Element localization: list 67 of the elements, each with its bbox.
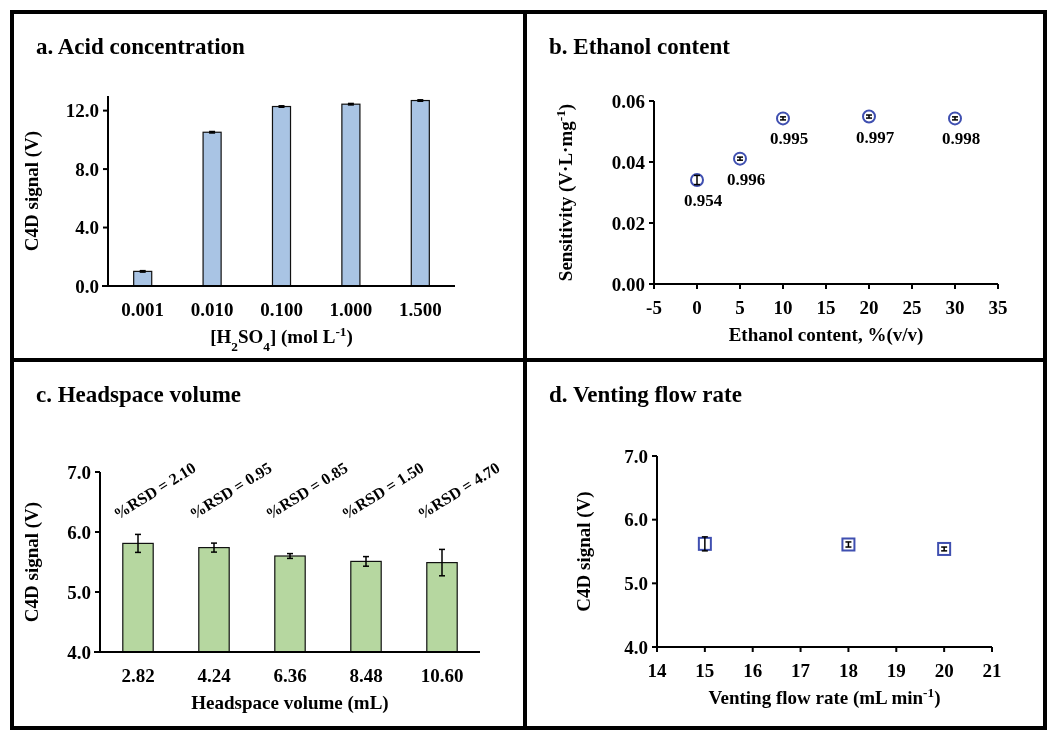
x-tick-label: 16 xyxy=(743,660,763,681)
annotation: 0.997 xyxy=(855,127,895,147)
x-tick-label: 6.36 xyxy=(273,665,307,686)
y-tick-label: 4.0 xyxy=(624,636,648,658)
x-axis-title: Headspace volume (mL) xyxy=(191,692,389,714)
x-tick-label: 1.500 xyxy=(398,299,442,320)
point xyxy=(776,111,790,126)
x-tick-label: 15 xyxy=(816,297,836,318)
x-axis-title: Ethanol content, %(v/v) xyxy=(728,324,924,346)
point xyxy=(733,151,747,166)
x-tick-label: 20 xyxy=(934,660,954,681)
bar xyxy=(341,103,361,287)
y-tick-label: 0.06 xyxy=(611,90,645,112)
bar xyxy=(410,99,430,287)
y-tick-label: 4.0 xyxy=(75,217,99,239)
x-tick-label: -5 xyxy=(646,297,662,318)
x-tick-label: 5 xyxy=(735,297,745,318)
y-axis-title: C4D signal (V) xyxy=(21,130,43,252)
x-tick-label: 35 xyxy=(988,297,1008,318)
x-tick-label: 25 xyxy=(902,297,922,318)
y-tick-label: 7.0 xyxy=(624,445,648,467)
y-axis-title: C4D signal (V) xyxy=(21,501,43,623)
x-axis-title: Venting flow rate (mL min$^{-1}$) xyxy=(708,684,941,709)
annotation: 0.998 xyxy=(941,129,981,149)
chart-title: b. Ethanol content xyxy=(549,34,731,59)
x-tick-label: 17 xyxy=(791,660,811,681)
x-tick-label: 0.100 xyxy=(260,299,303,320)
y-tick-label: 8.0 xyxy=(75,158,99,180)
x-tick-label: 8.48 xyxy=(349,665,383,686)
annotation: 0.996 xyxy=(726,169,766,189)
x-tick-label: 1.000 xyxy=(329,299,373,320)
x-tick-label: 19 xyxy=(886,660,906,681)
y-tick-label: 12.0 xyxy=(65,100,99,122)
bar xyxy=(271,105,292,287)
x-tick-label: 30 xyxy=(945,297,965,318)
x-tick-label: 0.010 xyxy=(190,299,234,320)
bar xyxy=(202,131,222,287)
x-tick-label: 21 xyxy=(982,660,1002,681)
point xyxy=(948,111,962,126)
x-tick-label: 15 xyxy=(695,660,715,681)
x-tick-label: 4.24 xyxy=(197,665,232,686)
y-tick-label: 0.00 xyxy=(611,273,645,295)
x-tick-label: 18 xyxy=(838,660,858,681)
y-tick-label: 0.04 xyxy=(611,151,646,173)
y-tick-label: 5.0 xyxy=(67,581,91,603)
y-tick-label: 6.0 xyxy=(624,509,648,531)
x-tick-label: 20 xyxy=(859,297,879,318)
x-tick-label: 14 xyxy=(647,660,667,681)
x-tick-label: 10.60 xyxy=(420,665,464,686)
y-tick-label: 7.0 xyxy=(67,461,91,483)
x-tick-label: 0.001 xyxy=(121,299,165,320)
annotation: 0.995 xyxy=(769,129,809,149)
y-tick-label: 0.0 xyxy=(75,275,99,297)
y-tick-label: 6.0 xyxy=(67,521,91,543)
chart-title: a. Acid concentration xyxy=(36,34,246,59)
x-tick-label: 2.82 xyxy=(121,665,155,686)
y-tick-label: 0.02 xyxy=(611,212,645,234)
point xyxy=(862,109,876,124)
x-tick-label: 10 xyxy=(773,297,793,318)
x-axis-title: [H$_{2}$SO$_{4}$] (mol L$^{-1}$) xyxy=(210,323,353,354)
y-tick-label: 5.0 xyxy=(624,572,648,594)
x-tick-label: 0 xyxy=(692,297,702,318)
chart-title: d. Venting flow rate xyxy=(549,382,742,407)
y-axis-title: C4D signal (V) xyxy=(573,491,595,612)
y-tick-label: 4.0 xyxy=(67,641,91,663)
chart-title: c. Headspace volume xyxy=(36,382,242,407)
annotation: 0.954 xyxy=(683,190,723,210)
